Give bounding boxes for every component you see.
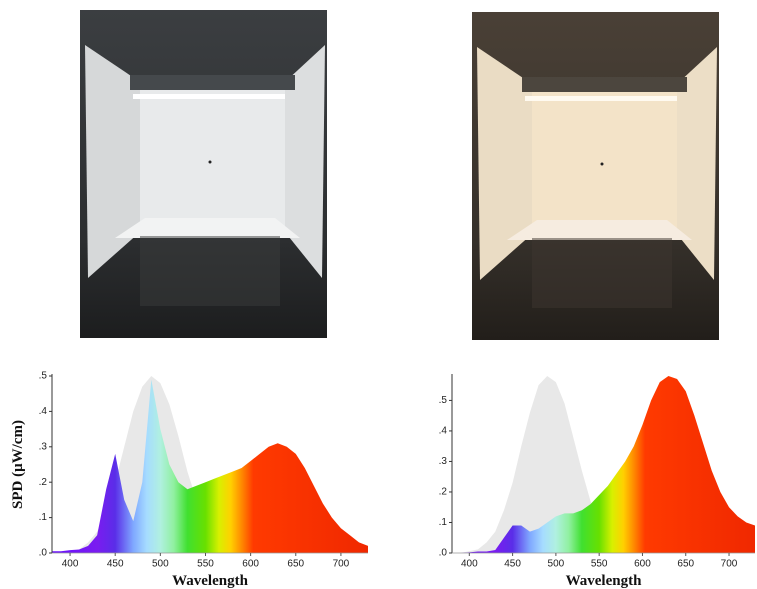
x-tick-label: 550 — [197, 559, 214, 570]
spd-area — [52, 379, 368, 553]
right-panel — [677, 47, 717, 280]
x-tick-label: 600 — [242, 559, 259, 570]
x-tick-label: 600 — [634, 559, 651, 570]
y-axis-label: SPD (μW/cm) — [10, 420, 26, 509]
y-tick-label: .1 — [39, 512, 48, 523]
x-tick-label: 700 — [721, 559, 738, 570]
back-wall — [140, 90, 285, 230]
table-front — [532, 238, 672, 308]
y-tick-label: .1 — [439, 517, 448, 528]
x-tick-label: 450 — [504, 559, 521, 570]
y-tick-label: .3 — [39, 441, 48, 452]
left-panel — [85, 45, 140, 278]
y-tick-label: .3 — [439, 456, 448, 467]
x-tick-label: 450 — [107, 559, 124, 570]
booth-photo — [80, 10, 327, 338]
x-tick-label: 500 — [548, 559, 565, 570]
x-axis-label: Wavelength — [172, 573, 248, 589]
x-tick-label: 650 — [677, 559, 694, 570]
spd-area — [452, 376, 755, 553]
x-tick-label: 550 — [591, 559, 608, 570]
table — [115, 218, 300, 238]
y-tick-label: .2 — [39, 477, 48, 488]
ceiling — [130, 75, 295, 90]
light-bar — [525, 96, 677, 101]
y-tick-label: .0 — [39, 548, 48, 559]
x-tick-label: 400 — [62, 559, 79, 570]
ceiling — [522, 77, 687, 92]
x-axis-label: Wavelength — [566, 573, 642, 589]
y-tick-label: .2 — [439, 487, 448, 498]
table-front — [140, 236, 280, 306]
booth-photo — [472, 12, 719, 340]
y-tick-label: .5 — [439, 395, 448, 406]
x-tick-label: 500 — [152, 559, 169, 570]
y-tick-label: .4 — [39, 406, 48, 417]
back-wall — [532, 92, 677, 232]
y-tick-label: .4 — [439, 426, 448, 437]
target-dot — [600, 162, 604, 166]
y-tick-label: .0 — [439, 548, 448, 559]
x-tick-label: 650 — [287, 559, 304, 570]
x-tick-label: 400 — [461, 559, 478, 570]
spd-area — [52, 376, 368, 553]
target-dot — [208, 160, 212, 164]
table — [507, 220, 692, 240]
left-panel — [477, 47, 532, 280]
light-bar — [133, 94, 285, 99]
y-tick-label: .5 — [39, 371, 48, 382]
x-tick-label: 700 — [333, 559, 350, 570]
spd-area — [452, 376, 755, 553]
right-panel — [285, 45, 325, 278]
